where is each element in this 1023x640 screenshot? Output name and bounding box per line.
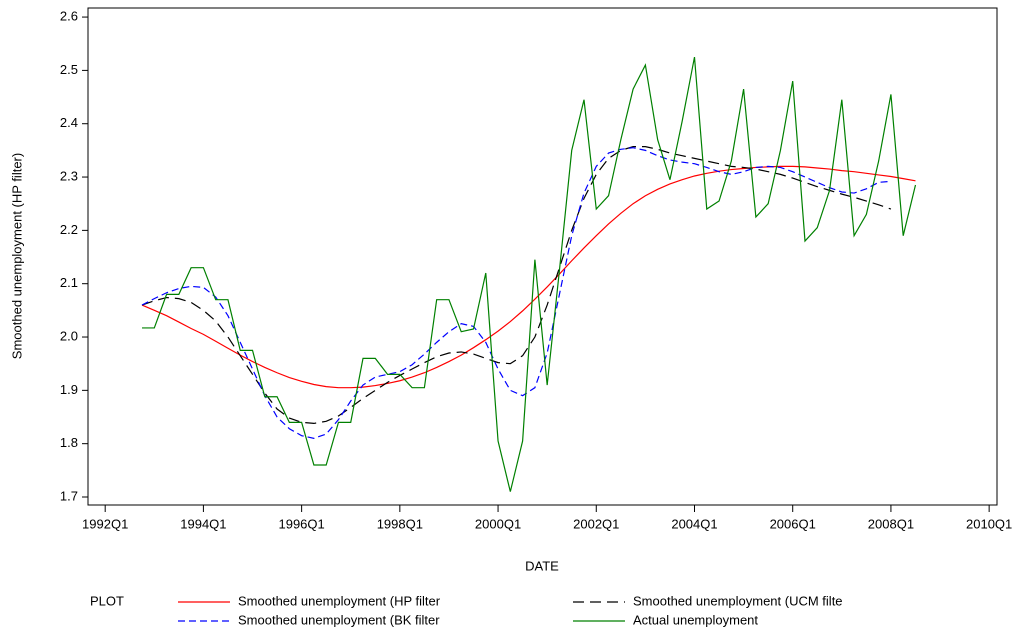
y-tick-label: 2.5 — [60, 62, 78, 77]
y-tick-label: 2.4 — [60, 115, 78, 130]
y-tick-label: 2.6 — [60, 9, 78, 24]
x-tick-label: 2006Q1 — [770, 516, 816, 531]
y-tick-label: 2.0 — [60, 328, 78, 343]
y-tick-label: 1.8 — [60, 435, 78, 450]
x-tick-label: 2000Q1 — [475, 516, 521, 531]
x-axis-label: DATE — [525, 558, 559, 573]
series-line — [142, 56, 917, 492]
x-tick-label: 1994Q1 — [180, 516, 226, 531]
series-line — [141, 147, 891, 439]
legend-title: PLOT — [90, 593, 124, 608]
y-tick-label: 2.3 — [60, 168, 78, 183]
legend-label: Smoothed unemployment (UCM filte — [633, 593, 843, 608]
y-tick-label: 2.1 — [60, 275, 78, 290]
legend-label: Actual unemployment — [633, 612, 758, 627]
x-tick-label: 2010Q1 — [966, 516, 1012, 531]
x-tick-label: 2002Q1 — [573, 516, 619, 531]
x-tick-label: 2008Q1 — [868, 516, 914, 531]
plot-frame — [87, 7, 998, 506]
y-tick-label: 1.7 — [60, 488, 78, 503]
x-tick-label: 2004Q1 — [671, 516, 717, 531]
legend-label: Smoothed unemployment (HP filter — [238, 593, 441, 608]
legend-label: Smoothed unemployment (BK filter — [238, 612, 440, 627]
series-line — [141, 146, 892, 425]
y-tick-label: 1.9 — [60, 382, 78, 397]
x-tick-label: 1996Q1 — [278, 516, 324, 531]
y-tick-label: 2.2 — [60, 222, 78, 237]
x-tick-label: 1992Q1 — [82, 516, 128, 531]
x-tick-label: 1998Q1 — [377, 516, 423, 531]
y-axis-label: Smoothed unemployment (HP filter) — [9, 153, 24, 359]
series-line — [141, 165, 916, 389]
